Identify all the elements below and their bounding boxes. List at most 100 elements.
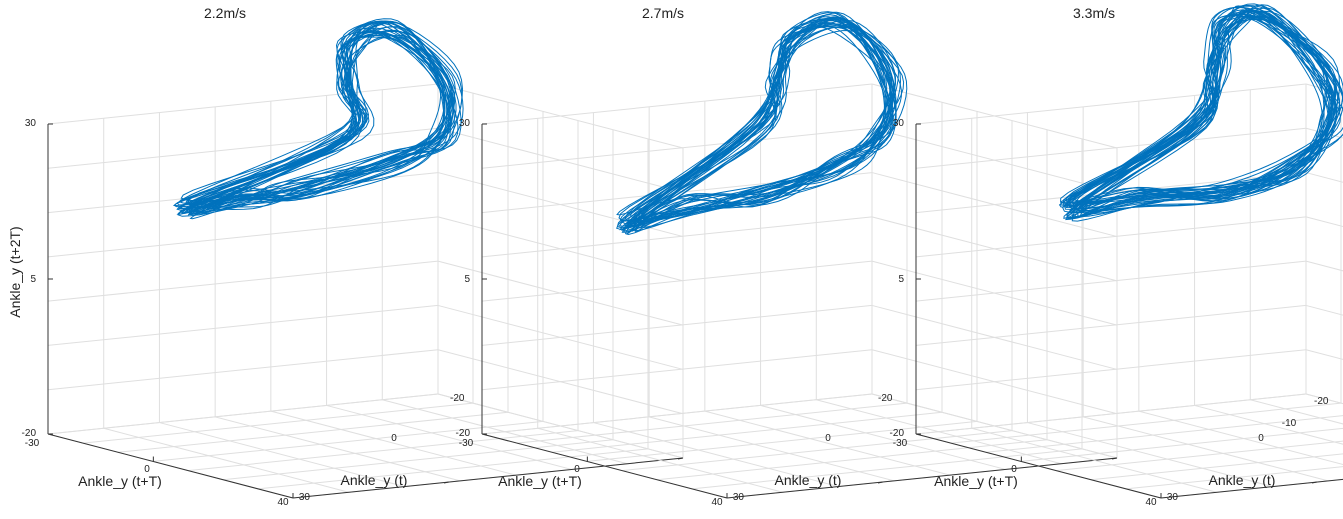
y-tick: 0 [144, 464, 150, 475]
y-axis-line [915, 433, 1162, 499]
y-tick: -30 [893, 438, 908, 449]
y-tick: 40 [711, 497, 723, 508]
x-axis-line [726, 457, 1118, 499]
x-axis-line [292, 457, 684, 499]
grid-line [47, 127, 439, 169]
x-tick-mark [877, 481, 884, 484]
trajectory-series [1058, 3, 1343, 222]
y-axis-label: Ankle_y (t+T) [498, 473, 582, 489]
grid-line [47, 216, 439, 258]
grid-line [187, 430, 579, 472]
x-tick-mark [443, 481, 450, 484]
trajectory-loop [1068, 10, 1336, 204]
trajectory-loop [619, 26, 908, 222]
grid-line [47, 393, 439, 435]
grid-line [1027, 422, 1273, 488]
panel-title: 2.2m/s [204, 5, 246, 21]
panel-title: 2.7m/s [642, 5, 684, 21]
grid-line [915, 260, 1307, 302]
grid-line [621, 430, 1013, 472]
y-axis-label: Ankle_y (t+T) [934, 473, 1018, 489]
x-tick: 30 [299, 492, 311, 503]
trajectory-loop [191, 21, 459, 204]
x-axis-line [1160, 478, 1343, 499]
panel-3-3ms: 3.3m/s 30 5 -20 -30 0 40 -20 -10 0 30 An… [890, 3, 1343, 508]
panel-2-2ms: 2.2m/s 30 5 -20 -30 0 40 -20 0 30 Ankle_… [7, 5, 684, 508]
grid-line [1090, 453, 1343, 481]
grid-line [971, 427, 1217, 493]
panel-2-7ms: 2.7m/s 30 5 -20 -30 0 40 -20 0 30 Ankle_… [456, 5, 1118, 508]
z-axis-label: Ankle_y (t+2T) [7, 226, 23, 317]
trajectory-loop [1068, 13, 1343, 203]
grid-line [1020, 427, 1343, 462]
trajectory-loop [188, 20, 452, 216]
x-tick-mark [1111, 457, 1118, 460]
grid-line [985, 415, 1343, 453]
grid-line [152, 420, 544, 462]
trajectory-loop [639, 14, 894, 222]
x-tick: 0 [825, 433, 831, 444]
z-tick: 5 [30, 274, 36, 285]
y-axis-line [481, 433, 728, 499]
grid-line [1125, 466, 1343, 490]
grid-line [47, 83, 439, 125]
grid-line [915, 304, 1307, 346]
z-tick: -20 [456, 428, 471, 439]
trajectory-loop [177, 22, 452, 210]
trajectory-loop [186, 36, 448, 213]
z-tick: 5 [898, 274, 904, 285]
y-tick: 0 [1011, 464, 1017, 475]
grid-line [691, 448, 1083, 490]
trajectory-loop [1062, 9, 1337, 204]
panel-title: 3.3m/s [1073, 5, 1115, 21]
grid-line [481, 349, 873, 391]
grid-line [1305, 216, 1343, 228]
grid-line [593, 422, 839, 488]
grid-line [257, 448, 649, 490]
trajectory-loop [632, 26, 896, 232]
grid-line [551, 411, 943, 453]
grid-line [117, 411, 509, 453]
z-tick: -20 [890, 428, 905, 439]
axes [481, 123, 1118, 499]
grid-line [270, 410, 516, 476]
grid-line [915, 83, 1307, 125]
x-axis-label: Ankle_y (t) [1209, 472, 1276, 488]
trajectory-loop [176, 31, 451, 206]
y-tick: -30 [459, 438, 474, 449]
y-tick: 0 [574, 464, 580, 475]
grid-line [481, 83, 873, 125]
z-tick: 30 [25, 118, 37, 129]
grid-line [103, 427, 349, 493]
grid-line [481, 216, 873, 258]
y-axis-line [47, 433, 294, 499]
trajectory-loop [1066, 15, 1337, 207]
grid-line [586, 420, 978, 462]
x-tick: -20 [878, 393, 893, 404]
x-tick: -20 [450, 393, 465, 404]
grid-line [915, 349, 1307, 391]
trajectory-loop [1069, 16, 1343, 212]
grid-line [1305, 260, 1343, 272]
grid-line [1250, 399, 1343, 425]
y-tick: -30 [25, 438, 40, 449]
grid-line [47, 260, 439, 302]
trajectory-loop [176, 34, 446, 215]
trajectory-loop [623, 23, 891, 232]
grid-line [516, 402, 908, 444]
grid-line [481, 127, 873, 169]
x-tick: 30 [1167, 492, 1179, 503]
trajectory-loop [178, 34, 445, 204]
trajectory-loop [176, 29, 456, 211]
grid-line [915, 216, 1307, 258]
grid-line [1305, 304, 1343, 316]
grid-line [159, 422, 405, 488]
axes [47, 123, 684, 499]
grid-lines [915, 83, 1343, 499]
grid-line [704, 410, 950, 476]
grid-line [481, 260, 873, 302]
x-tick: -10 [1282, 418, 1297, 429]
grid-line [82, 402, 474, 444]
grid-line [760, 404, 1006, 470]
